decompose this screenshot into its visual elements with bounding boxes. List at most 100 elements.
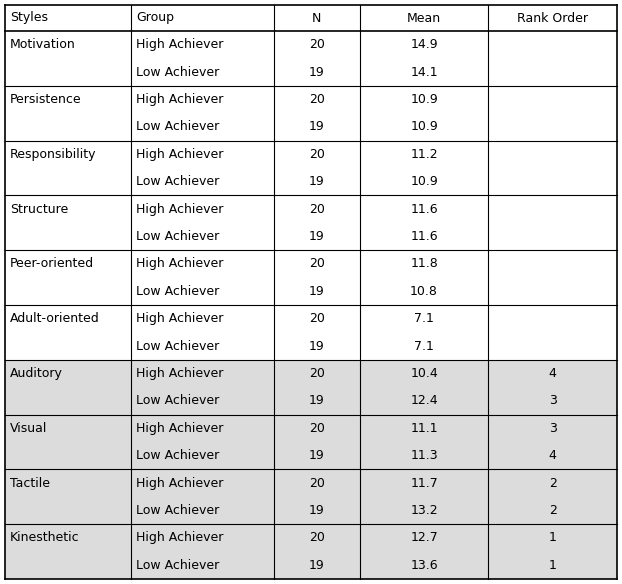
Bar	[5, 442, 617, 470]
Text: 19: 19	[309, 120, 325, 133]
Text: 20: 20	[309, 422, 325, 435]
Bar	[5, 524, 617, 552]
Text: Tactile: Tactile	[10, 477, 50, 489]
Bar	[5, 141, 617, 168]
Text: 20: 20	[309, 203, 325, 215]
Text: 7.1: 7.1	[414, 340, 434, 353]
Text: 4: 4	[549, 449, 557, 462]
Text: 20: 20	[309, 367, 325, 380]
Text: Low Achiever: Low Achiever	[136, 175, 220, 188]
Text: Structure: Structure	[10, 203, 68, 215]
Text: 2: 2	[549, 504, 557, 517]
Bar	[5, 168, 617, 196]
Bar	[5, 305, 617, 332]
Text: 19: 19	[309, 504, 325, 517]
Text: Mean: Mean	[407, 12, 441, 25]
Text: Motivation: Motivation	[10, 38, 76, 51]
Text: 19: 19	[309, 340, 325, 353]
Text: 3: 3	[549, 394, 557, 408]
Text: High Achiever: High Achiever	[136, 148, 224, 161]
Text: 10.9: 10.9	[410, 120, 438, 133]
Bar	[5, 360, 617, 387]
Bar	[5, 86, 617, 113]
Text: 19: 19	[309, 230, 325, 243]
Text: Responsibility: Responsibility	[10, 148, 96, 161]
Text: 20: 20	[309, 477, 325, 489]
Text: 14.9: 14.9	[411, 38, 438, 51]
Text: Group: Group	[136, 12, 175, 25]
Bar	[5, 277, 617, 305]
Text: 10.9: 10.9	[410, 175, 438, 188]
Text: Low Achiever: Low Achiever	[136, 120, 220, 133]
Text: 11.1: 11.1	[411, 422, 438, 435]
Text: 20: 20	[309, 531, 325, 544]
Text: High Achiever: High Achiever	[136, 422, 224, 435]
Text: Low Achiever: Low Achiever	[136, 65, 220, 79]
Text: 20: 20	[309, 38, 325, 51]
Bar	[5, 5, 617, 31]
Text: 11.6: 11.6	[411, 230, 438, 243]
Text: Low Achiever: Low Achiever	[136, 230, 220, 243]
Text: 13.2: 13.2	[411, 504, 438, 517]
Text: Rank Order: Rank Order	[517, 12, 588, 25]
Bar	[5, 58, 617, 86]
Bar	[5, 552, 617, 579]
Text: 11.8: 11.8	[410, 258, 438, 270]
Bar	[5, 470, 617, 497]
Text: 12.4: 12.4	[411, 394, 438, 408]
Bar	[5, 497, 617, 524]
Text: 11.3: 11.3	[411, 449, 438, 462]
Bar	[5, 113, 617, 141]
Text: Low Achiever: Low Achiever	[136, 449, 220, 462]
Text: N: N	[312, 12, 322, 25]
Text: 2: 2	[549, 477, 557, 489]
Text: 13.6: 13.6	[411, 559, 438, 572]
Text: High Achiever: High Achiever	[136, 367, 224, 380]
Text: 11.2: 11.2	[411, 148, 438, 161]
Text: Kinesthetic: Kinesthetic	[10, 531, 80, 544]
Text: 20: 20	[309, 312, 325, 325]
Text: 20: 20	[309, 258, 325, 270]
Text: Adult-oriented: Adult-oriented	[10, 312, 100, 325]
Text: Peer-oriented: Peer-oriented	[10, 258, 94, 270]
Text: Low Achiever: Low Achiever	[136, 559, 220, 572]
Text: 10.8: 10.8	[410, 285, 438, 298]
Text: 11.6: 11.6	[411, 203, 438, 215]
Bar	[5, 332, 617, 360]
Text: 4: 4	[549, 367, 557, 380]
Text: 19: 19	[309, 394, 325, 408]
Text: 12.7: 12.7	[410, 531, 438, 544]
Text: High Achiever: High Achiever	[136, 93, 224, 106]
Bar	[5, 415, 617, 442]
Text: 19: 19	[309, 449, 325, 462]
Text: 19: 19	[309, 559, 325, 572]
Text: 20: 20	[309, 148, 325, 161]
Text: 10.9: 10.9	[410, 93, 438, 106]
Bar	[5, 250, 617, 277]
Text: 1: 1	[549, 531, 557, 544]
Text: Low Achiever: Low Achiever	[136, 340, 220, 353]
Text: 19: 19	[309, 285, 325, 298]
Text: 19: 19	[309, 65, 325, 79]
Text: 7.1: 7.1	[414, 312, 434, 325]
Text: Styles: Styles	[10, 12, 48, 25]
Text: 1: 1	[549, 559, 557, 572]
Text: 20: 20	[309, 93, 325, 106]
Text: High Achiever: High Achiever	[136, 312, 224, 325]
Text: 3: 3	[549, 422, 557, 435]
Text: High Achiever: High Achiever	[136, 477, 224, 489]
Bar	[5, 31, 617, 58]
Bar	[5, 223, 617, 250]
Text: Auditory: Auditory	[10, 367, 63, 380]
Text: High Achiever: High Achiever	[136, 531, 224, 544]
Text: High Achiever: High Achiever	[136, 38, 224, 51]
Text: High Achiever: High Achiever	[136, 203, 224, 215]
Text: High Achiever: High Achiever	[136, 258, 224, 270]
Bar	[5, 387, 617, 415]
Bar	[5, 196, 617, 223]
Text: 14.1: 14.1	[411, 65, 438, 79]
Text: Low Achiever: Low Achiever	[136, 504, 220, 517]
Text: Low Achiever: Low Achiever	[136, 285, 220, 298]
Text: 19: 19	[309, 175, 325, 188]
Text: Low Achiever: Low Achiever	[136, 394, 220, 408]
